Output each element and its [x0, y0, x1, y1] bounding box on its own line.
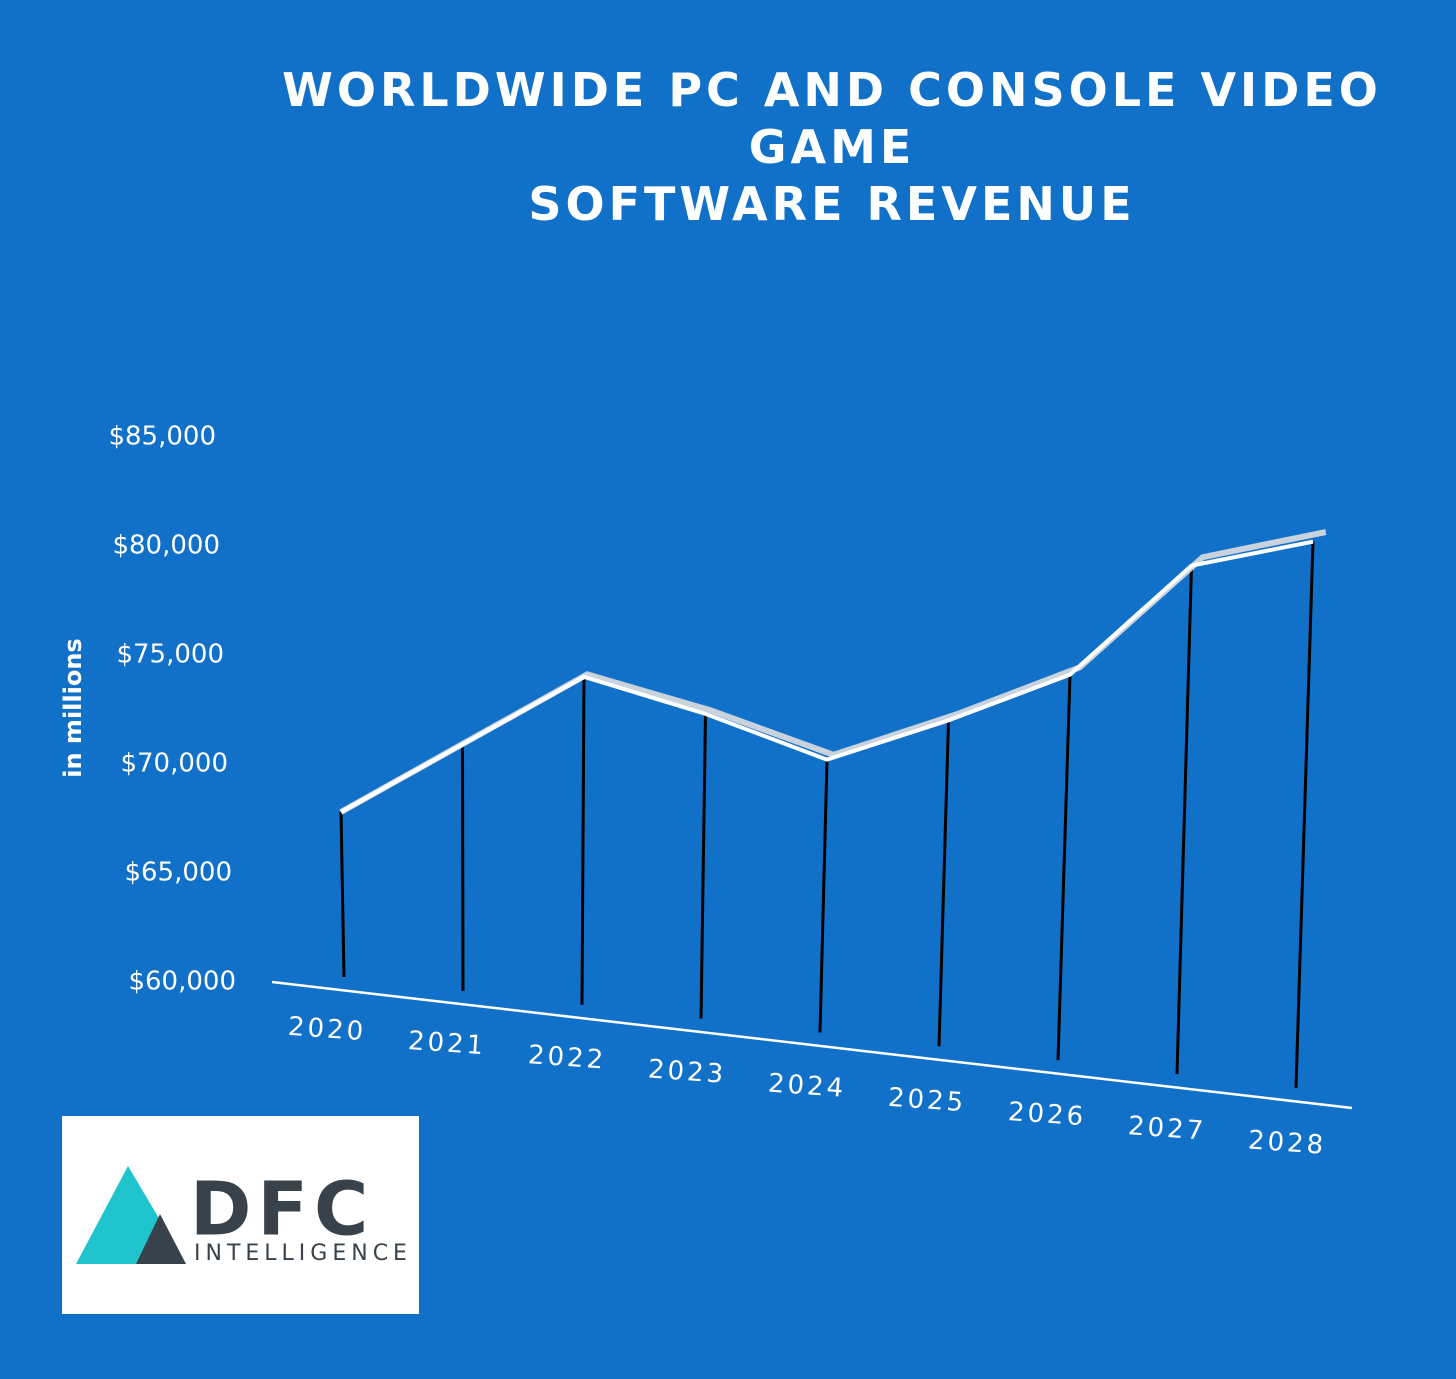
logo: DFC INTELLIGENCE — [62, 1116, 419, 1314]
y-tick-label: $75,000 — [116, 640, 224, 670]
y-tick-label: $65,000 — [124, 858, 232, 888]
drop-line — [461, 744, 465, 991]
drop-line — [818, 759, 829, 1033]
y-tick-label: $85,000 — [108, 422, 216, 452]
x-tick-label: 2027 — [1127, 1111, 1207, 1146]
x-tick-label: 2021 — [407, 1026, 487, 1061]
logo-triangle-dark — [136, 1214, 186, 1264]
x-tick-label: 2028 — [1247, 1125, 1327, 1160]
logo-name: DFC — [190, 1167, 374, 1253]
line — [340, 539, 1314, 814]
x-axis-line — [271, 980, 1353, 1110]
x-tick-label: 2025 — [887, 1083, 967, 1118]
line-ribbon — [339, 529, 1327, 815]
y-axis-label: in millions — [59, 638, 87, 777]
x-tick-label: 2026 — [1007, 1097, 1087, 1132]
drop-line — [699, 713, 707, 1019]
drop-line — [1175, 565, 1193, 1075]
drop-line — [580, 676, 586, 1005]
x-tick-label: 2022 — [527, 1040, 607, 1075]
drop-line — [1056, 674, 1072, 1061]
logo-tagline: INTELLIGENCE — [194, 1241, 412, 1266]
y-tick-label: $80,000 — [112, 531, 220, 561]
x-tick-label: 2024 — [767, 1069, 847, 1104]
y-tick-label: $60,000 — [128, 967, 236, 997]
drop-line — [1294, 541, 1315, 1088]
x-tick-label: 2023 — [647, 1054, 727, 1089]
x-tick-label: 2020 — [287, 1012, 367, 1047]
chart-title: WORLDWIDE PC AND CONSOLE VIDEO GAME SOFT… — [282, 63, 1382, 231]
drop-line — [937, 720, 950, 1047]
y-tick-label: $70,000 — [120, 749, 228, 779]
drop-line — [339, 811, 346, 978]
